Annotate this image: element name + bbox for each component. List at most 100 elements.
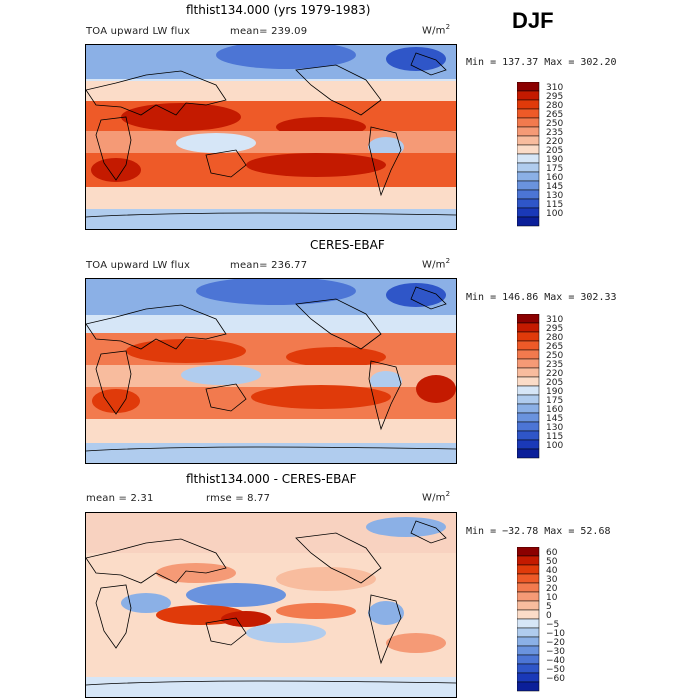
panel-2-title: CERES-EBAF xyxy=(310,238,385,252)
panel-1-variable-label: TOA upward LW flux xyxy=(86,26,191,37)
map-2-south-atlantic-warm xyxy=(92,389,140,413)
cb1-label: 295 xyxy=(546,92,564,102)
map-1-midlat-band xyxy=(86,81,456,101)
colorbar-2-swatch xyxy=(517,349,540,360)
colorbar-2-swatch xyxy=(517,439,540,450)
panel-3-map-svg xyxy=(86,513,456,697)
colorbar-2-swatch xyxy=(517,403,540,414)
map-1-coast-australia xyxy=(205,149,247,178)
colorbar-1-swatch xyxy=(517,108,540,119)
colorbar-1-swatch xyxy=(517,90,540,101)
panel-3-colorbar-labels: 60 50 40 30 20 10 5 0 −5 −10 −20 −30 −40… xyxy=(546,549,565,684)
cb2-label: 130 xyxy=(546,423,564,433)
map-2-antarctic xyxy=(86,443,456,463)
colorbar-2-swatch xyxy=(517,430,540,441)
colorbar-3-swatch xyxy=(517,681,540,692)
map-2-pacific-warm xyxy=(286,347,386,367)
cb2-label: 295 xyxy=(546,324,564,334)
panel-2-variable-label: TOA upward LW flux xyxy=(86,260,191,271)
cb2-label: 115 xyxy=(546,432,564,442)
colorbar-3-swatch xyxy=(517,636,540,647)
colorbar-2-swatch xyxy=(517,448,540,459)
map-1-south-atlantic-warm xyxy=(91,158,141,182)
map-1-coast-n-america xyxy=(295,64,382,116)
colorbar-1-swatch xyxy=(517,171,540,182)
map-1-coast-eurasia xyxy=(86,70,227,116)
map-1-convective-low xyxy=(176,133,256,153)
colorbar-1-swatch xyxy=(517,126,540,137)
cb3-label: 10 xyxy=(546,593,558,603)
map-3-coast-greenland xyxy=(410,520,447,544)
map-2-itcz-band xyxy=(86,365,456,387)
colorbar-2-swatch xyxy=(517,367,540,378)
panel-1-map-svg xyxy=(86,45,456,229)
cb1-label: 280 xyxy=(546,101,564,111)
panel-1-colorbar-swatches xyxy=(517,82,540,227)
map-2-coast-australia xyxy=(205,383,247,412)
panel-1-title: flthist134.000 (yrs 1979-1983) xyxy=(186,3,371,17)
cb2-label: 235 xyxy=(546,360,564,370)
map-3-amazon-negative xyxy=(368,601,404,625)
map-3-warm-pool-negative xyxy=(186,583,286,607)
cb2-label: 250 xyxy=(546,351,564,361)
map-1-coast-s-america xyxy=(368,126,402,197)
colorbar-1-swatch xyxy=(517,117,540,128)
map-1-coastlines xyxy=(86,52,456,218)
cb1-label: 100 xyxy=(546,209,564,219)
map-3-coast-s-america xyxy=(368,594,402,665)
colorbar-3-swatch xyxy=(517,654,540,665)
panel-1-colorbar xyxy=(517,82,540,227)
colorbar-3-swatch xyxy=(517,582,540,593)
colorbar-2-swatch xyxy=(517,331,540,342)
cb1-label: 130 xyxy=(546,191,564,201)
cb3-label: −5 xyxy=(546,620,560,630)
map-3-south-pacific-negative xyxy=(246,623,326,643)
map-1-itcz-band xyxy=(86,131,456,153)
colorbar-1-swatch xyxy=(517,82,540,92)
cb3-label: 60 xyxy=(546,548,558,558)
map-1-southern-ocean xyxy=(86,187,456,209)
map-1-antarctic xyxy=(86,209,456,229)
cb2-label: 160 xyxy=(546,405,564,415)
map-1-south-pacific-warm xyxy=(246,153,386,177)
map-3-south-atlantic-positive xyxy=(386,633,446,653)
colorbar-1-swatch xyxy=(517,135,540,146)
map-3-antarctic xyxy=(86,677,456,697)
map-2-southern-ocean xyxy=(86,419,456,443)
colorbar-3-swatch xyxy=(517,672,540,683)
colorbar-2-swatch xyxy=(517,394,540,405)
panel-1-units: W/m2 xyxy=(422,23,451,37)
colorbar-3-swatch xyxy=(517,663,540,674)
panel-3-minmax: Min = −32.78 Max = 52.68 xyxy=(466,526,611,537)
map-2-amazon-low xyxy=(370,371,402,391)
panel-1-mean-label: mean= 239.09 xyxy=(230,26,308,37)
map-2-south-pacific-warm xyxy=(251,385,391,409)
cb2-label: 190 xyxy=(546,387,564,397)
panel-3-colorbar-swatches xyxy=(517,547,540,692)
panel-1-map xyxy=(85,44,457,230)
colorbar-3-swatch xyxy=(517,600,540,611)
map-1-arctic-low xyxy=(216,45,356,69)
cb2-label: 220 xyxy=(546,369,564,379)
map-2-siberia-low xyxy=(386,283,446,307)
colorbar-3-swatch xyxy=(517,547,540,557)
map-2-coast-greenland xyxy=(410,286,447,310)
map-3-subtrop-positive xyxy=(156,563,236,583)
cb1-label: 175 xyxy=(546,164,564,174)
panel-2-mean-label: mean= 236.77 xyxy=(230,260,308,271)
panel-2-colorbar-labels: 310 295 280 265 250 235 220 205 190 175 … xyxy=(546,316,563,451)
panel-2-minmax: Min = 146.86 Max = 302.33 xyxy=(466,292,617,303)
colorbar-3-swatch xyxy=(517,564,540,575)
panel-2-colorbar-swatches xyxy=(517,314,540,459)
map-2-arctic-low xyxy=(196,279,356,305)
cb1-label: 160 xyxy=(546,173,564,183)
panel-3-map xyxy=(85,512,457,698)
map-3-maritime-positive xyxy=(221,611,271,627)
map-1-amazon-low xyxy=(368,137,404,157)
colorbar-2-swatch xyxy=(517,358,540,369)
panel-3-title: flthist134.000 - CERES-EBAF xyxy=(186,472,357,486)
cb3-label: −20 xyxy=(546,638,565,648)
panel-3-mean-label: mean = 2.31 xyxy=(86,493,154,504)
cb3-label: −60 xyxy=(546,674,565,684)
cb1-label: 145 xyxy=(546,182,564,192)
